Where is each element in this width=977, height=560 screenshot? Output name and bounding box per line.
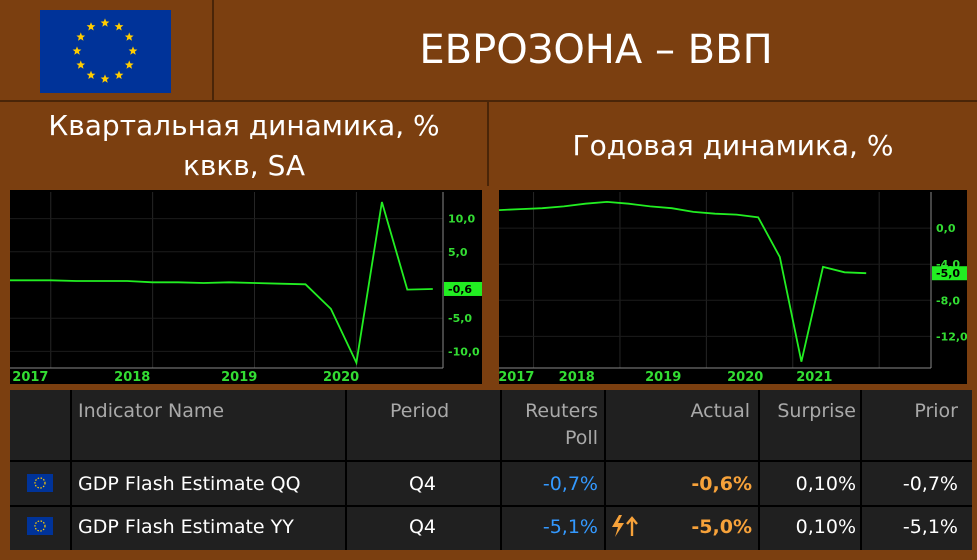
eu-star <box>100 18 110 27</box>
left-title-line1: Квартальная динамика, % <box>48 109 440 142</box>
row1-surprise: 0,10% <box>795 473 856 495</box>
series-line <box>10 201 433 366</box>
row2-period: Q4 <box>408 516 437 538</box>
x-tick-label: 2017 <box>499 370 534 384</box>
header-prior[interactable]: Prior <box>914 400 958 422</box>
y-tick-label: 0,0 <box>936 222 956 235</box>
eu-flag <box>40 10 171 93</box>
eu-star <box>124 60 134 69</box>
y-tick-label: -10,0 <box>448 345 480 358</box>
panel-divider <box>487 100 489 186</box>
last-value-badge <box>932 266 967 281</box>
row1-name: GDP Flash Estimate QQ <box>78 473 301 495</box>
left-title-line2: квкв, SA <box>182 149 306 182</box>
eu-star <box>72 46 82 55</box>
eu-star <box>100 74 110 83</box>
row1-prior: -0,7% <box>902 473 958 495</box>
right-panel-title: Годовая динамика, % <box>572 129 894 162</box>
x-tick-label: 2021 <box>796 370 832 384</box>
y-tick-label: 10,0 <box>448 213 475 226</box>
x-tick-label: 2018 <box>114 370 150 384</box>
x-tick-label: 2017 <box>12 370 48 384</box>
last-value-badge <box>444 281 482 296</box>
page-title: ЕВРОЗОНА – ВВП <box>419 27 773 73</box>
x-tick-label: 2020 <box>727 370 763 384</box>
indicator-table: Indicator Name Period Reuters Poll Actua… <box>10 390 972 550</box>
header-surprise[interactable]: Surprise <box>777 400 856 422</box>
row2-actual: -5,0% <box>691 516 752 538</box>
row1-actual: -0,6% <box>691 473 752 495</box>
row1-poll: -0,7% <box>542 473 598 495</box>
eu-star <box>76 60 86 69</box>
header-poll[interactable]: Poll <box>565 427 598 449</box>
series-line <box>498 200 867 362</box>
eu-star <box>114 22 124 31</box>
header-divider <box>212 0 214 100</box>
last-value-label: -0,6 <box>448 283 472 296</box>
x-tick-label: 2019 <box>645 370 681 384</box>
row2-prior: -5,1% <box>902 516 958 538</box>
x-tick-label: 2019 <box>221 370 257 384</box>
y-tick-label: 5,0 <box>448 246 468 259</box>
eu-star <box>86 22 96 31</box>
eu-star <box>76 32 86 41</box>
eu-star <box>128 46 138 55</box>
y-tick-label: -8,0 <box>936 294 960 307</box>
annual-chart: 2017 2018 2019 2020 2021 0,0 -4,0 -8,0 -12,0 -5,0 <box>498 190 968 385</box>
header-period[interactable]: Period <box>390 400 450 422</box>
eu-star <box>86 70 96 79</box>
eu-stars-icon <box>72 18 138 83</box>
header-reuters[interactable]: Reuters <box>525 400 598 422</box>
y-tick-label: -12,0 <box>936 330 967 343</box>
x-tick-label: 2020 <box>323 370 359 384</box>
header-actual[interactable]: Actual <box>690 400 750 422</box>
last-value-label: -5,0 <box>936 267 960 280</box>
row2-name: GDP Flash Estimate YY <box>78 516 294 538</box>
row2-poll: -5,1% <box>542 516 598 538</box>
eu-flag-icon <box>27 517 53 535</box>
left-panel-title: Квартальная динамика, % квкв, SA <box>0 106 488 186</box>
quarterly-chart: 2017 2018 2019 2020 10,0 5,0 -5,0 -10,0 -0,6 <box>10 190 482 385</box>
quarterly-chart-svg: 2017 2018 2019 2020 10,0 5,0 -5,0 -10,0 -0,6 <box>10 192 482 385</box>
x-tick-label: 2018 <box>559 370 595 384</box>
row1-period: Q4 <box>408 473 437 495</box>
lightning-up-icon <box>612 515 638 537</box>
eu-star <box>114 70 124 79</box>
row2-surprise: 0,10% <box>795 516 856 538</box>
header-indicator-name[interactable]: Indicator Name <box>78 400 225 422</box>
eu-star <box>124 32 134 41</box>
y-tick-label: -5,0 <box>448 312 472 325</box>
eu-flag-icon <box>27 474 53 492</box>
